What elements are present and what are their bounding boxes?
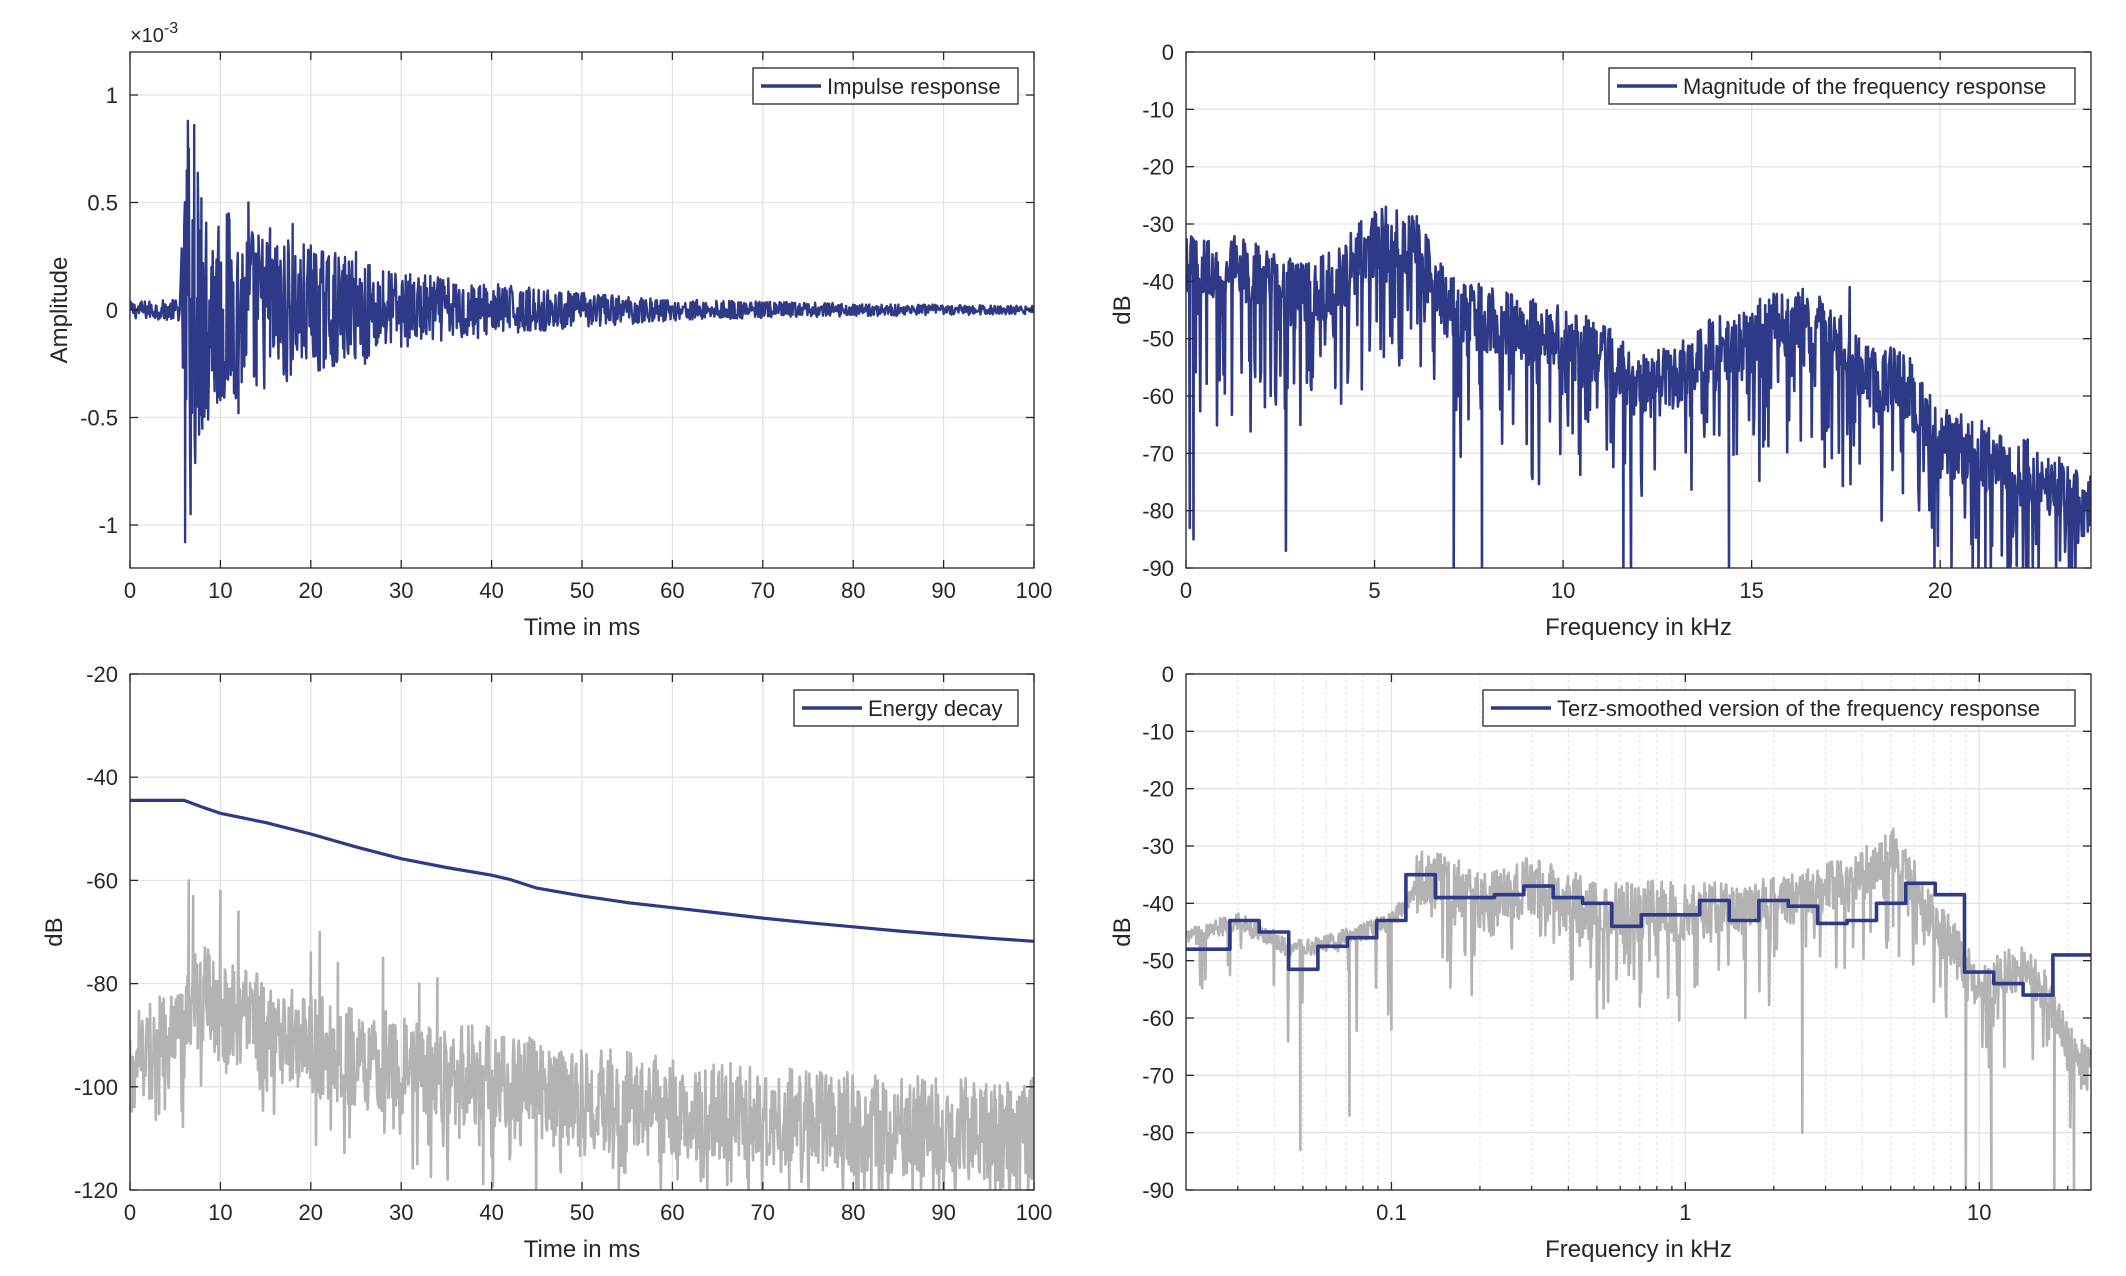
y-tick-label: -30 xyxy=(1142,834,1174,859)
legend: Impulse response xyxy=(752,67,1019,105)
chart-impulse: 0 10 20 30 40 50 60 70 80 90 100 -1 -0.5 0 0.5 1 ×10-3 Ti… xyxy=(46,20,1052,641)
x-tick-label: 40 xyxy=(479,578,503,603)
series-line xyxy=(130,798,1034,943)
legend-label: Magnitude of the frequency response xyxy=(1683,74,2046,99)
legend-box xyxy=(793,689,1019,727)
x-axis-label: Time in ms xyxy=(524,614,640,641)
x-tick-label: 50 xyxy=(570,1200,594,1225)
series-layer xyxy=(130,119,1034,544)
x-tick-label: 0 xyxy=(124,578,136,603)
x-tick-label: 10 xyxy=(208,578,232,603)
y-tick-label: -20 xyxy=(86,662,118,687)
axes-box xyxy=(1185,673,2092,1191)
x-tick-label: 70 xyxy=(751,578,775,603)
x-axis-label: Frequency in kHz xyxy=(1545,1236,1732,1263)
y-tick-label: -100 xyxy=(74,1075,118,1100)
y-tick-label: -40 xyxy=(1142,269,1174,294)
x-tick-label: 20 xyxy=(299,1200,323,1225)
y-tick-label: -50 xyxy=(1142,949,1174,974)
y-tick-label: -50 xyxy=(1142,327,1174,352)
y-axis-label: dB xyxy=(41,917,68,946)
y-tick-label: -40 xyxy=(86,765,118,790)
y-tick-label: -30 xyxy=(1142,212,1174,237)
legend-box xyxy=(1482,689,2076,727)
x-tick-label: 10 xyxy=(1967,1200,1991,1225)
y-tick-label: -40 xyxy=(1142,891,1174,916)
x-axis-label: Time in ms xyxy=(524,1236,640,1263)
y-axis-label: Amplitude xyxy=(46,257,73,364)
x-tick-label: 90 xyxy=(931,578,955,603)
x-tick-label: 80 xyxy=(841,578,865,603)
y-tick-label: -60 xyxy=(86,868,118,893)
series-layer xyxy=(1186,205,2091,568)
y-tick-label: 1 xyxy=(106,83,118,108)
y-tick-label: -90 xyxy=(1142,1178,1174,1203)
x-tick-label: 1 xyxy=(1679,1200,1691,1225)
x-tick-label: 100 xyxy=(1016,1200,1053,1225)
y-tick-label: -60 xyxy=(1142,384,1174,409)
chart-terz: 0.1 1 10 0 -10 -20 -30 -40 -50 -60 -70 -80 -90 Freque… xyxy=(1109,662,2092,1263)
x-tick-label: 30 xyxy=(389,1200,413,1225)
raw-series-line xyxy=(130,879,1034,1190)
x-tick-label: 50 xyxy=(570,578,594,603)
x-tick-label: 90 xyxy=(931,1200,955,1225)
legend-label: Energy decay xyxy=(868,696,1003,721)
y-exponent-label: ×10-3 xyxy=(130,20,178,47)
y-tick-label: -70 xyxy=(1142,1063,1174,1088)
y-tick-label: 0 xyxy=(1162,40,1174,65)
x-tick-label: 10 xyxy=(1551,578,1575,603)
legend-box xyxy=(1608,67,2076,105)
legend: Magnitude of the frequency response xyxy=(1608,67,2076,105)
legend-label: Terz-smoothed version of the frequency r… xyxy=(1557,696,2040,721)
x-axis-label: Frequency in kHz xyxy=(1545,614,1732,641)
series-layer xyxy=(130,798,1034,1190)
y-axis-label: dB xyxy=(1109,917,1136,946)
chart-energy: 0 10 20 30 40 50 60 70 80 90 100 -20 -40 -60 -80 -100 -1… xyxy=(41,662,1052,1263)
y-tick-label: -20 xyxy=(1142,155,1174,180)
y-tick-label: -80 xyxy=(1142,499,1174,524)
y-tick-label: -10 xyxy=(1142,97,1174,122)
y-tick-label: -10 xyxy=(1142,719,1174,744)
y-tick-label: -70 xyxy=(1142,441,1174,466)
x-tick-label: 10 xyxy=(208,1200,232,1225)
y-tick-label: -1 xyxy=(98,513,118,538)
axes-box xyxy=(1185,51,2092,569)
raw-series-line xyxy=(1186,827,2091,1190)
chart-magnitude: 0 5 10 15 20 0 -10 -20 -30 -40 -50 -60 -70 -80 -90 Freq… xyxy=(1109,40,2092,641)
y-tick-label: 0 xyxy=(1162,662,1174,687)
legend: Terz-smoothed version of the frequency r… xyxy=(1482,689,2076,727)
x-tick-label: 20 xyxy=(299,578,323,603)
y-tick-label: -90 xyxy=(1142,556,1174,581)
x-tick-label: 15 xyxy=(1739,578,1763,603)
legend: Energy decay xyxy=(793,689,1019,727)
y-axis-label: dB xyxy=(1109,295,1136,324)
series-line xyxy=(130,119,1034,544)
x-tick-label: 5 xyxy=(1368,578,1380,603)
x-tick-label: 70 xyxy=(751,1200,775,1225)
y-tick-label: 0 xyxy=(106,298,118,323)
x-tick-label: 40 xyxy=(479,1200,503,1225)
y-tick-label: -0.5 xyxy=(80,406,118,431)
series-line xyxy=(1186,872,2091,997)
y-tick-label: -80 xyxy=(86,972,118,997)
x-tick-label: 0 xyxy=(1180,578,1192,603)
x-tick-label: 60 xyxy=(660,578,684,603)
legend-label: Impulse response xyxy=(827,74,1001,99)
series-layer xyxy=(1186,827,2091,1190)
y-tick-label: -120 xyxy=(74,1178,118,1203)
y-tick-label: -80 xyxy=(1142,1121,1174,1146)
x-tick-label: 100 xyxy=(1016,578,1053,603)
y-tick-label: -20 xyxy=(1142,777,1174,802)
y-tick-label: 0.5 xyxy=(87,191,118,216)
x-tick-label: 0 xyxy=(124,1200,136,1225)
y-tick-label: -60 xyxy=(1142,1006,1174,1031)
x-tick-label: 0.1 xyxy=(1376,1200,1407,1225)
x-tick-label: 60 xyxy=(660,1200,684,1225)
series-line xyxy=(1186,205,2091,568)
x-tick-label: 30 xyxy=(389,578,413,603)
x-tick-label: 80 xyxy=(841,1200,865,1225)
x-tick-label: 20 xyxy=(1928,578,1952,603)
